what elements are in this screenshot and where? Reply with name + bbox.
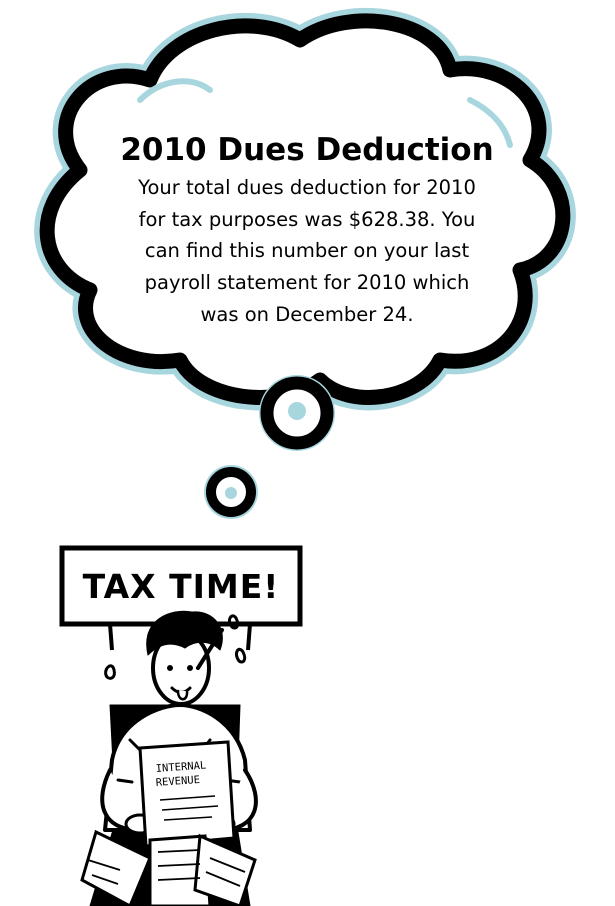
bubble-line: Your total dues deduction for 2010 [137,176,476,199]
tax-time-sign: TAX TIME! [59,545,303,651]
bubble-line: payroll statement for 2010 which [145,271,470,294]
bubble-title: 2010 Dues Deduction [120,132,493,168]
paper-pile [80,829,257,906]
pencil-icon [196,628,224,670]
cloud-inner-line [137,78,213,103]
sign-text: TAX TIME! [83,567,280,606]
thought-cloud: 2010 Dues Deduction Your total dues dedu… [34,8,576,411]
sweat-drop-icon [104,664,116,680]
bubble-line: was on December 24. [200,303,413,326]
hair [146,610,223,656]
internal-revenue-document: INTERNAL REVENUE [138,740,236,848]
thought-circle-small [204,465,258,519]
bubble-line: for tax purposes was $628.38. You [139,208,476,231]
thought-circle-large [259,375,335,451]
cloud-inner-line [467,97,513,148]
document-line-1: INTERNAL [155,759,206,774]
cloud-outline [39,13,571,405]
bubble-line: can find this number on your last [145,239,470,262]
document-line-2: REVENUE [155,774,200,789]
sweat-drop-icon [235,647,247,664]
sweat-drop-icon [228,614,240,630]
